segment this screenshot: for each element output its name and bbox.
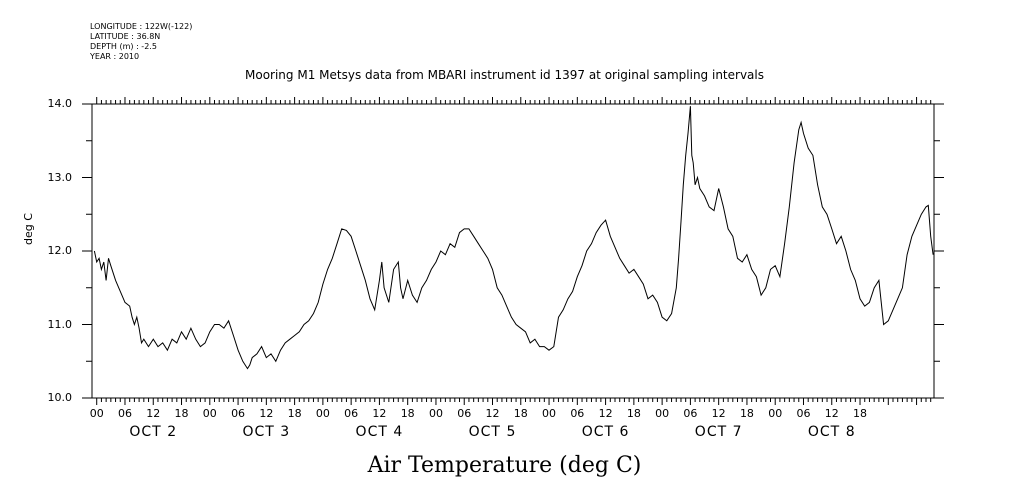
- x-hour-label: 06: [117, 407, 132, 420]
- x-hour-label: 00: [768, 407, 783, 420]
- latitude-label: LATITUDE : 36.8N: [90, 32, 161, 41]
- x-day-label: OCT 5: [468, 424, 517, 440]
- x-hour-label: 18: [513, 407, 528, 420]
- x-hour-label: 12: [485, 407, 500, 420]
- series-line: [93, 106, 934, 370]
- x-day-label: OCT 6: [581, 424, 630, 440]
- x-day-label: OCT 2: [129, 424, 178, 440]
- chart-title: Mooring M1 Metsys data from MBARI instru…: [245, 68, 764, 82]
- y-tick-label: 13.0: [47, 170, 73, 184]
- x-hour-label: 18: [400, 407, 415, 420]
- x-hour-label: 18: [626, 407, 641, 420]
- x-axis-title: Air Temperature (deg C): [367, 453, 642, 478]
- x-hour-label: 00: [428, 407, 443, 420]
- x-day-label: OCT 3: [242, 424, 291, 440]
- x-hour-label: 00: [542, 407, 557, 420]
- x-day-label: OCT 8: [807, 424, 856, 440]
- x-hour-label: 00: [315, 407, 330, 420]
- year-label: YEAR : 2010: [90, 52, 140, 61]
- x-hour-label: 18: [287, 407, 302, 420]
- y-tick-label: 11.0: [47, 317, 73, 331]
- x-hour-label: 06: [231, 407, 246, 420]
- y-tick-label: 12.0: [47, 244, 73, 257]
- x-hour-label: 06: [457, 407, 472, 420]
- x-hour-label: 18: [739, 407, 754, 420]
- depth-label: DEPTH (m) : -2.5: [90, 42, 157, 51]
- x-hour-label: 12: [259, 407, 274, 420]
- x-day-label: OCT 4: [355, 424, 404, 440]
- x-hour-label: 12: [824, 407, 839, 420]
- x-hour-label: 18: [853, 407, 868, 420]
- x-hour-label: 12: [372, 407, 387, 420]
- y-tick-label: 14.0: [47, 97, 73, 110]
- x-hour-label: 00: [655, 407, 670, 420]
- x-hour-label: 18: [174, 407, 189, 420]
- x-hour-label: 06: [683, 407, 698, 420]
- x-hour-label: 06: [344, 407, 359, 420]
- y-tick-label: 10.0: [47, 391, 73, 404]
- x-hour-label: 12: [598, 407, 613, 420]
- x-day-label: OCT 7: [694, 424, 743, 440]
- x-hour-label: 06: [796, 407, 811, 420]
- x-hour-label: 00: [89, 407, 104, 420]
- x-hour-label: 12: [146, 407, 161, 420]
- x-hour-label: 06: [570, 407, 585, 420]
- longitude-label: LONGITUDE : 122W(-122): [90, 22, 193, 31]
- x-hour-label: 00: [202, 407, 217, 420]
- x-hour-label: 12: [711, 407, 726, 420]
